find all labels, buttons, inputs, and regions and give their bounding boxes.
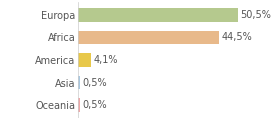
Text: 50,5%: 50,5%	[241, 10, 271, 20]
Text: 0,5%: 0,5%	[83, 100, 107, 110]
Bar	[78, 8, 238, 22]
Bar	[78, 76, 80, 89]
Bar	[78, 98, 80, 112]
Bar	[78, 31, 219, 44]
Text: 0,5%: 0,5%	[83, 78, 107, 88]
Bar	[78, 53, 91, 67]
Text: 44,5%: 44,5%	[221, 32, 252, 42]
Text: 4,1%: 4,1%	[94, 55, 118, 65]
